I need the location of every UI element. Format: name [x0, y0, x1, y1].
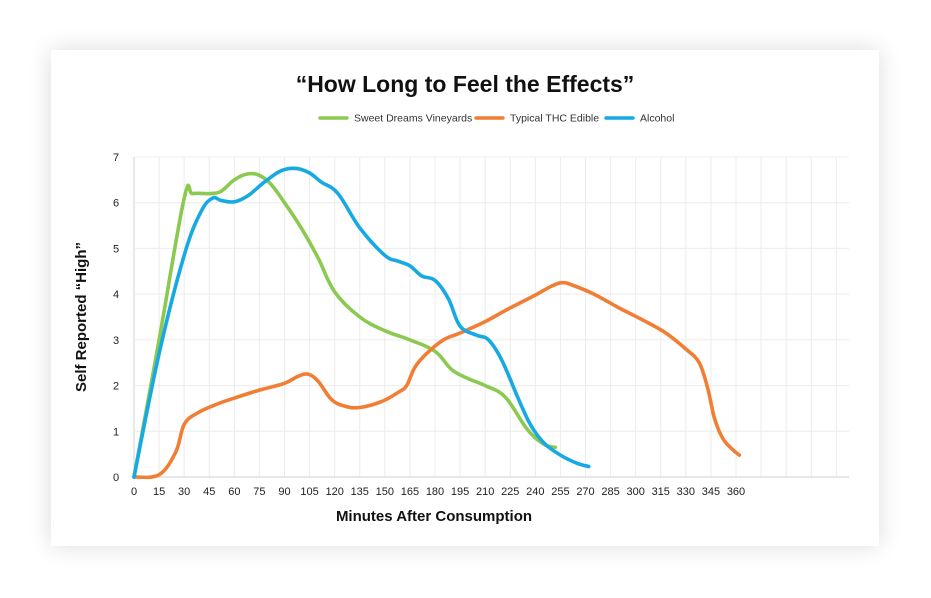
- x-tick-label: 75: [253, 486, 265, 498]
- x-tick-label: 105: [300, 486, 318, 498]
- x-tick-label: 180: [426, 486, 444, 498]
- x-axis-label: Minutes After Consumption: [336, 508, 532, 525]
- x-tick-label: 0: [131, 486, 137, 498]
- y-tick-label: 6: [113, 198, 119, 210]
- x-tick-label: 210: [476, 486, 494, 498]
- y-tick-label: 1: [113, 426, 119, 438]
- x-tick-label: 300: [626, 486, 644, 498]
- chart-card: “How Long to Feel the Effects” Sweet Dre…: [51, 50, 879, 546]
- x-tick-label: 255: [551, 486, 569, 498]
- x-tick-label: 135: [351, 486, 369, 498]
- series-line-typical-thc-edible: [132, 280, 742, 480]
- x-tick-label: 225: [501, 486, 519, 498]
- x-tick-label: 150: [376, 486, 394, 498]
- x-tick-label: 15: [153, 486, 165, 498]
- x-tick-label: 315: [652, 486, 670, 498]
- x-tick-label: 120: [325, 486, 343, 498]
- y-tick-label: 4: [113, 289, 119, 301]
- grid-lines: [133, 156, 849, 478]
- x-tick-label: 45: [203, 486, 215, 498]
- x-tick-label: 30: [178, 486, 190, 498]
- y-axis-label: Self Reported “High”: [73, 242, 90, 392]
- x-tick-label: 330: [677, 486, 695, 498]
- x-tick-label: 360: [727, 486, 745, 498]
- x-tick-label: 240: [526, 486, 544, 498]
- x-tick-label: 90: [278, 486, 290, 498]
- chart-title: “How Long to Feel the Effects”: [296, 71, 635, 97]
- x-tick-label: 165: [401, 486, 419, 498]
- x-tick-label: 60: [228, 486, 240, 498]
- legend-label: Typical THC Edible: [510, 113, 599, 125]
- series-line-sweet-dreams-vineyards: [132, 171, 558, 479]
- legend-item-alcohol: Alcohol: [604, 113, 674, 125]
- x-tick-label: 270: [576, 486, 594, 498]
- y-tick-label: 5: [113, 243, 119, 255]
- y-tick-label: 3: [113, 335, 119, 347]
- y-axis-ticks: 0 1 2 3 4 5 6 7: [113, 152, 119, 484]
- x-tick-label: 345: [702, 486, 720, 498]
- legend-label: Sweet Dreams Vineyards: [354, 113, 472, 125]
- x-tick-label: 195: [451, 486, 469, 498]
- x-axis-ticks: 0 15 30 45 60 75 90 105 120 135 150 165 180 195 210 225…: [131, 486, 745, 498]
- legend: Sweet Dreams Vineyards Typical THC Edible…: [318, 113, 674, 125]
- y-tick-label: 2: [113, 381, 119, 393]
- series-line-alcohol: [132, 166, 591, 479]
- legend-label: Alcohol: [640, 113, 674, 125]
- line-chart: “How Long to Feel the Effects” Sweet Dre…: [73, 71, 849, 525]
- x-tick-label: 285: [601, 486, 619, 498]
- y-tick-label: 7: [113, 152, 119, 164]
- legend-item-sweet-dreams-vineyards: Sweet Dreams Vineyards: [318, 113, 472, 125]
- legend-item-typical-thc-edible: Typical THC Edible: [474, 113, 599, 125]
- y-tick-label: 0: [113, 472, 119, 484]
- series-lines: [132, 166, 742, 480]
